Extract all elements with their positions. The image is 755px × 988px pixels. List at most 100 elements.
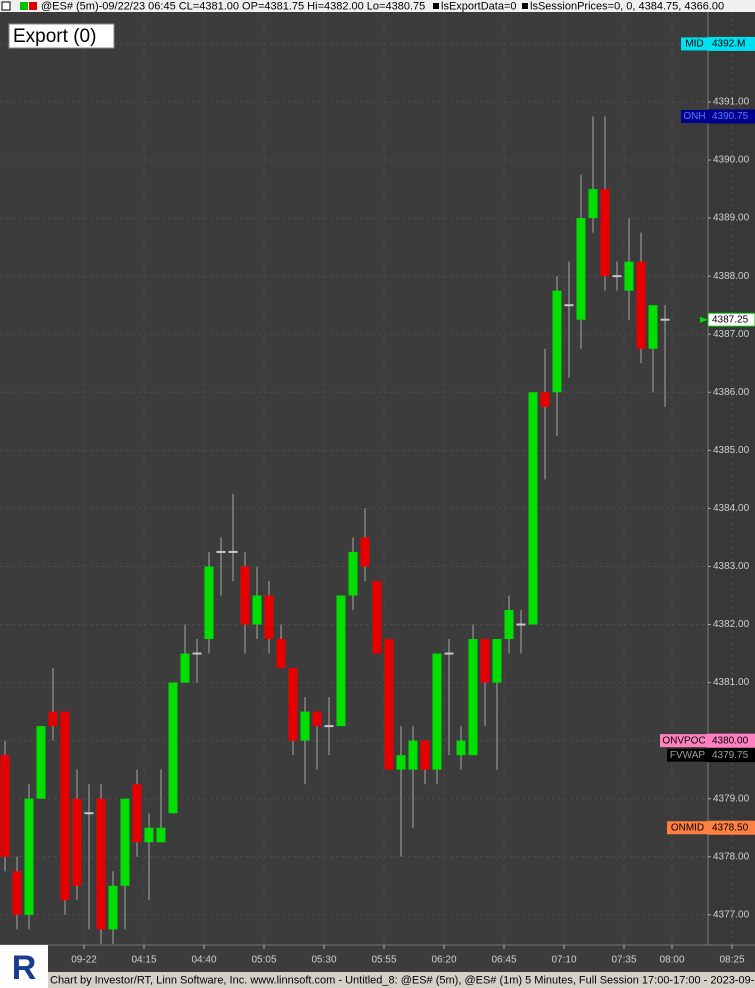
candle-body [396, 755, 406, 770]
price-axis [708, 12, 755, 945]
y-tick-label: 4385.00 [713, 445, 750, 456]
x-tick-label: 05:05 [251, 955, 276, 966]
header-bar [0, 0, 755, 12]
footer-text: Chart by Investor/RT, Linn Software, Inc… [50, 974, 755, 986]
y-tick-label: 4386.00 [713, 387, 750, 398]
marker-name-box [681, 110, 708, 124]
x-tick-label: 05:30 [311, 955, 336, 966]
x-tick-label: 09-22 [71, 955, 97, 966]
header-text: @ES# (5m)-09/22/23 06:45 CL=4381.00 OP=4… [41, 0, 425, 12]
y-tick-label: 4381.00 [713, 677, 750, 688]
marker-value: 4378.50 [712, 822, 749, 833]
candle-body [168, 682, 178, 814]
candle-body [156, 827, 166, 843]
icon [29, 2, 37, 10]
candle-body [348, 551, 358, 596]
marker-name-box [667, 748, 708, 762]
export-button[interactable] [8, 23, 115, 49]
y-tick-label: 4389.00 [713, 213, 750, 224]
candle-body [504, 610, 514, 640]
x-tick-label: 07:10 [551, 955, 576, 966]
candle-body [36, 726, 46, 799]
icon [433, 3, 439, 9]
candle-body [264, 595, 274, 640]
icon [1, 1, 11, 11]
candle-body [108, 885, 118, 930]
candle-body [300, 711, 310, 741]
marker-name: ONH [683, 111, 705, 122]
y-tick-label: 4384.00 [713, 503, 750, 514]
x-tick-label: 08:00 [659, 955, 684, 966]
candle-body [480, 639, 490, 683]
marker-name: ONMID [671, 822, 704, 833]
candle-body [132, 784, 142, 843]
y-tick-label: 4387.00 [713, 329, 750, 340]
candle-body [384, 639, 394, 770]
export-label: Export (0) [13, 26, 96, 47]
candle-body [648, 305, 658, 349]
marker-value: 4387.25 [712, 314, 749, 325]
marker-name-box [660, 734, 708, 748]
candle-body [48, 711, 58, 727]
marker-value: 4379.75 [712, 750, 749, 761]
x-tick-label: 04:15 [131, 955, 156, 966]
header-text: lsExportData=0 [441, 0, 517, 12]
candle-body [540, 392, 550, 407]
x-tick-label: 08:25 [719, 955, 744, 966]
y-tick-label: 4383.00 [713, 561, 750, 572]
icon [522, 3, 528, 9]
x-tick-label: 04:40 [191, 955, 216, 966]
marker-name: MID [685, 39, 703, 50]
candle-body [120, 798, 130, 886]
header-text: lsSessionPrices=0, 0, 4384.75, 4366.00 [530, 0, 724, 12]
candle-body [432, 653, 442, 770]
y-tick-label: 4379.00 [713, 793, 750, 804]
candle-body [204, 566, 214, 640]
candle-body [276, 639, 286, 669]
marker-value: 4392.M [712, 39, 745, 50]
candle-body [420, 740, 430, 770]
candle-body [144, 827, 154, 843]
marker-name-box [681, 37, 708, 51]
y-tick-label: 4391.00 [713, 97, 750, 108]
candle-body [600, 189, 610, 277]
candle-body [372, 580, 382, 654]
marker-arrow [700, 316, 708, 323]
candle-body [624, 261, 634, 291]
x-tick-label: 06:20 [431, 955, 456, 966]
candle-body [360, 537, 370, 567]
plot [0, 12, 733, 945]
logo [0, 945, 48, 988]
x-tick-label: 05:55 [371, 955, 396, 966]
marker-name: ONVPOC [662, 735, 705, 746]
marker-value: 4380.00 [712, 735, 749, 746]
ticks: 4377.00 4378.00 4379.00 4380.00 4381.00 4382.… [71, 36, 755, 966]
candle-body [0, 755, 10, 857]
y-tick-label: 4377.00 [713, 909, 750, 920]
y-tick-label: 4382.00 [713, 619, 750, 630]
y-tick-label: 4378.00 [713, 851, 750, 862]
candle-body [312, 711, 322, 727]
marker-name: FVWAP [670, 750, 706, 761]
candle-body [60, 711, 70, 901]
candle-body [12, 871, 22, 915]
logo-mark: R [12, 949, 37, 987]
candle-body [288, 668, 298, 741]
x-tick-label: 07:35 [611, 955, 636, 966]
candle-body [408, 740, 418, 770]
marker-name-box [667, 821, 708, 835]
y-tick-label: 4390.00 [713, 155, 750, 166]
candle-body [588, 189, 598, 219]
candle-body [180, 653, 190, 683]
candle-body [492, 639, 502, 683]
candle-body [72, 798, 82, 886]
candle-body [24, 798, 34, 915]
footer-bar [0, 972, 755, 988]
y-tick-label: 4388.00 [713, 271, 750, 282]
candle-body [240, 566, 250, 625]
candle-body [552, 290, 562, 393]
candle-body [336, 595, 346, 727]
